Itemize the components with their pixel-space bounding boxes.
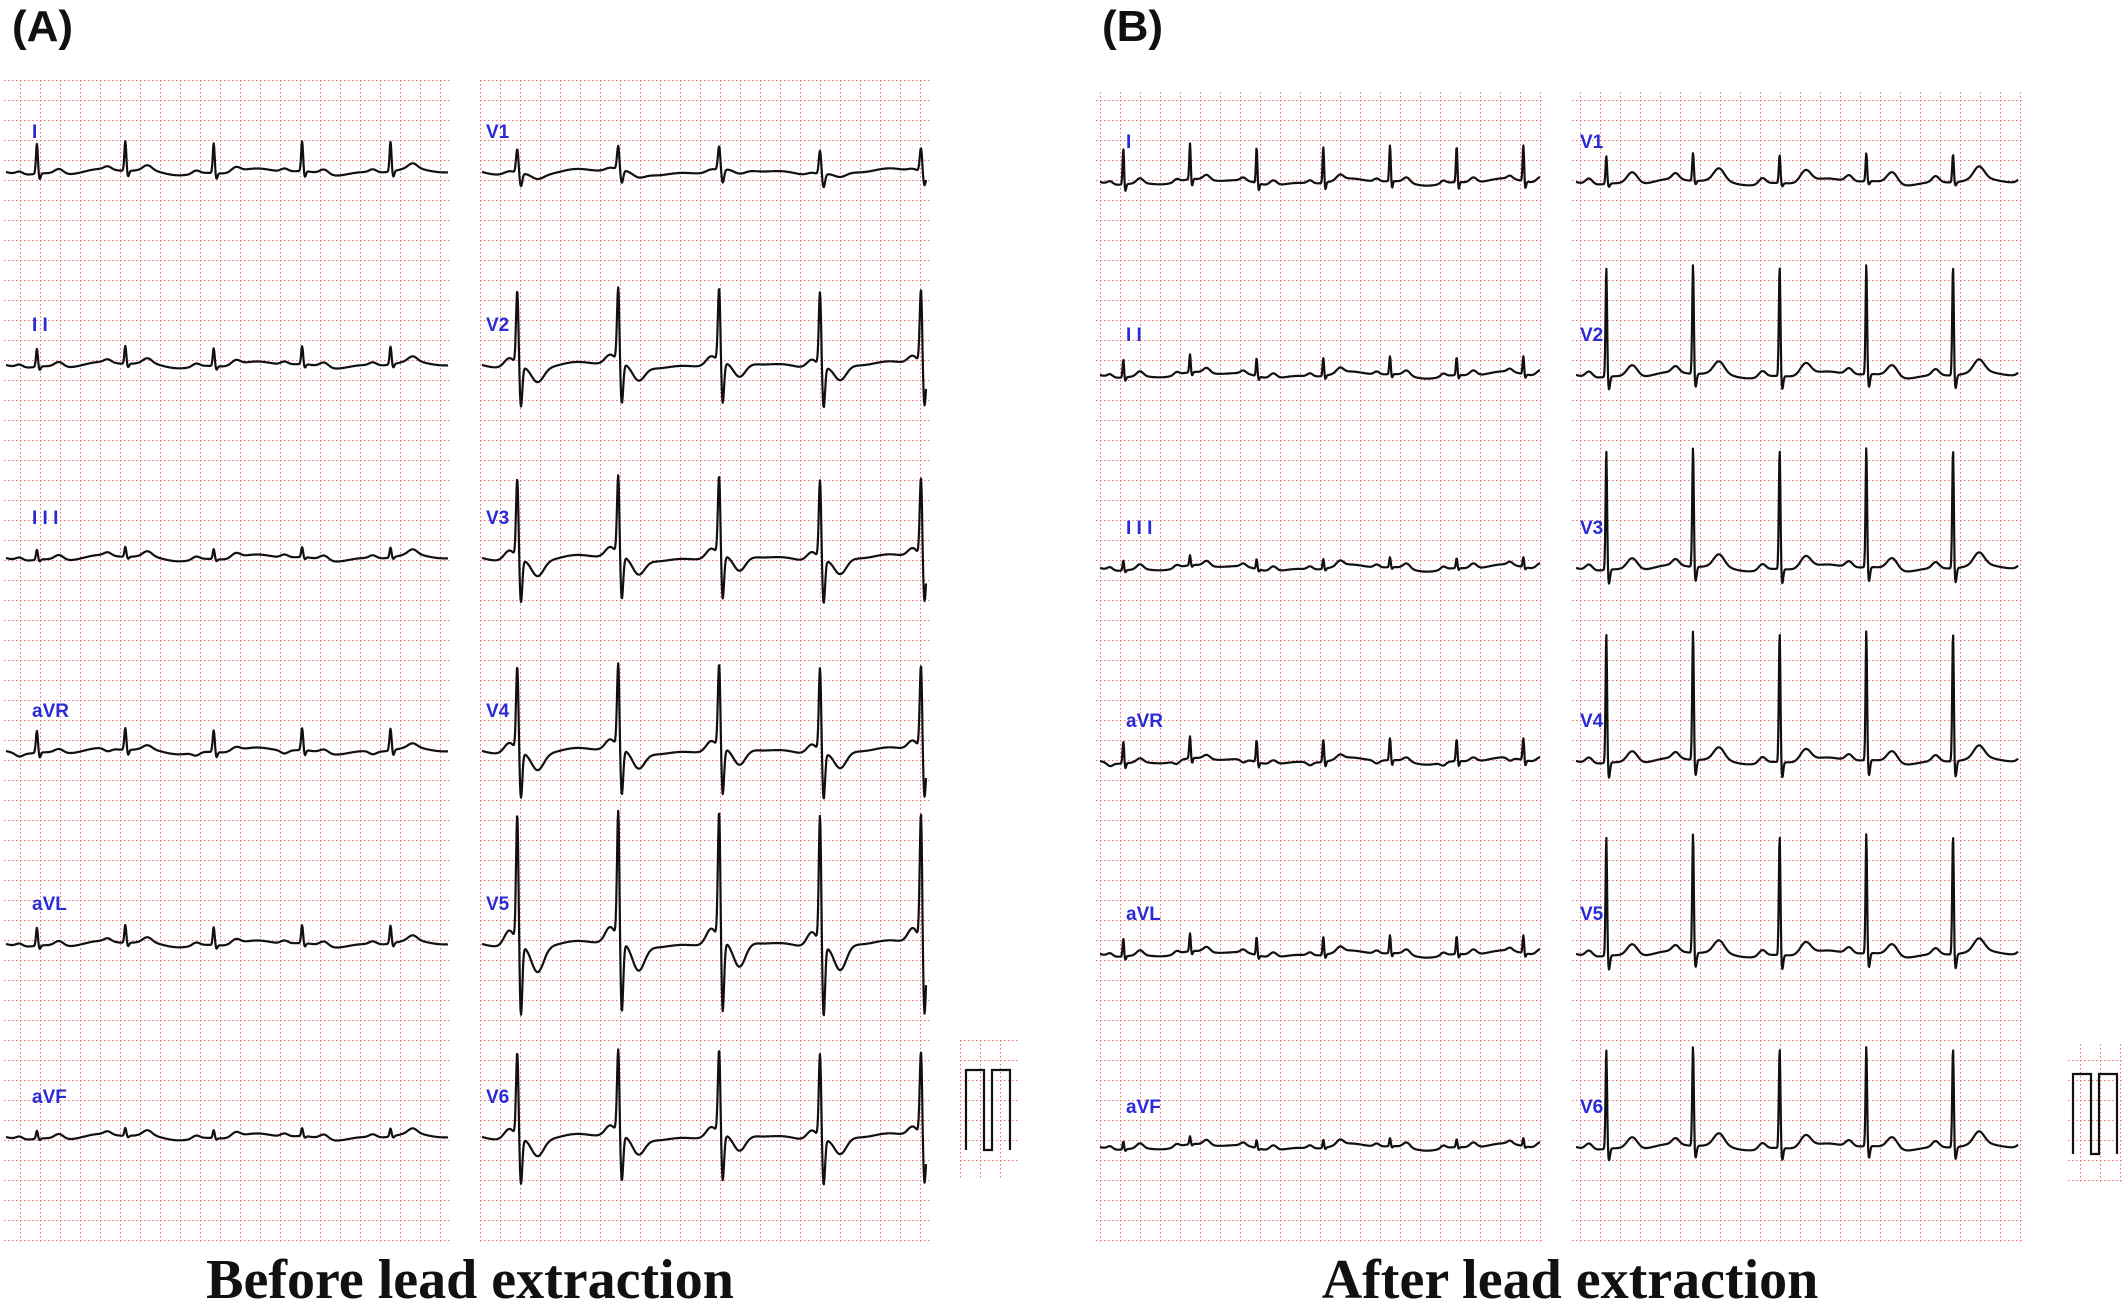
panel-a-trace-iii [5,545,449,563]
ecg-figure: I I I I I I aVR aVL aVF V1 V2 V3 V4 V5 V6 I I I I I I a… [2,78,2124,1242]
panel-b-trace-v4 [1575,630,2019,779]
panel-b-caption: After lead extraction [1321,1249,1819,1311]
panel-a-trace-v3 [481,474,928,604]
trace-layer [5,140,2019,1186]
panel-a-trace-v5 [481,809,928,1017]
panel-b-lead-label-v2: V2 [1580,325,1603,346]
panel-a-trace-ii [5,344,449,371]
panel-a-grid-col-1 [2,78,452,1242]
panel-a-trace-v2 [481,286,928,409]
calibration-layer [964,1068,2119,1156]
panel-b-lead-label-ii: I I [1126,325,1142,346]
panel-b-lead-label-i: I [1126,132,1131,153]
panel-a-lead-label-v5: V5 [486,894,510,915]
lead-label-layer: I I I I I I aVR aVL aVF V1 V2 V3 V4 V5 V6 I I I I I I a… [32,122,1604,1118]
panel-a-lead-label-avl: aVL [32,894,67,915]
panel-b-trace-avr [1099,735,1541,770]
panel-a-lead-label-iii: I I I [32,508,58,529]
panel-a-trace-v1 [481,144,928,189]
panel-a-trace-v4 [481,662,928,800]
panel-b-lead-label-iii: I I I [1126,518,1152,539]
panel-a-calibration-pulse-grid [958,1040,1018,1180]
panel-b-grid-col-1 [1096,92,1544,1242]
panel-a-lead-label-v6: V6 [486,1087,509,1108]
panel-b-lead-label-avf: aVF [1126,1097,1161,1118]
panel-a-caption: Before lead extraction [206,1249,734,1311]
panel-b-trace-ii [1099,353,1541,382]
panel-b-trace-v1 [1575,152,2019,188]
panel-b-lead-label-v1: V1 [1580,132,1604,153]
grid-layer [2,78,2124,1242]
panel-b-grid-col-2 [1572,92,2022,1242]
panel-b-trace-avl [1099,932,1541,961]
panel-a-lead-label-v2: V2 [486,315,509,336]
panel-b-lead-label-v6: V6 [1580,1097,1603,1118]
panel-a-lead-label-v4: V4 [486,701,510,722]
panel-b-trace-avf [1099,1135,1541,1152]
panel-a-lead-label-avf: aVF [32,1087,67,1108]
panel-a-lead-label-v1: V1 [486,122,510,143]
panel-a-label: (A) [12,2,74,51]
panel-a-calibration-pulse [964,1068,1012,1152]
panel-a-lead-label-v3: V3 [486,508,509,529]
panel-a-grid-col-2 [478,78,930,1242]
panel-a-trace-i [5,140,449,181]
panel-b-trace-iii [1099,554,1541,574]
panel-b-lead-label-v5: V5 [1580,904,1604,925]
panel-b-lead-label-v4: V4 [1580,711,1604,732]
panel-a-trace-v6 [481,1048,928,1186]
panel-b-trace-v6 [1575,1046,2019,1162]
panel-b-trace-i [1099,142,1541,192]
panel-b-trace-v3 [1575,447,2019,585]
panel-a-trace-avr [5,727,449,759]
panel-b-calibration-pulse-grid [2066,1044,2124,1184]
panel-b-lead-label-v3: V3 [1580,518,1603,539]
panel-a-lead-label-ii: I I [32,315,48,336]
panel-b-calibration-pulse [2071,1072,2119,1156]
panel-a-trace-avf [5,1126,449,1142]
panel-b-trace-v5 [1575,833,2019,971]
panel-a-lead-label-i: I [32,122,37,143]
panel-a-lead-label-avr: aVR [32,701,69,722]
panel-b-trace-v2 [1575,264,2019,391]
panel-b-label: (B) [1102,2,1164,51]
panel-b-lead-label-avr: aVR [1126,711,1163,732]
panel-a-trace-avl [5,923,449,950]
panel-b-lead-label-avl: aVL [1126,904,1161,925]
